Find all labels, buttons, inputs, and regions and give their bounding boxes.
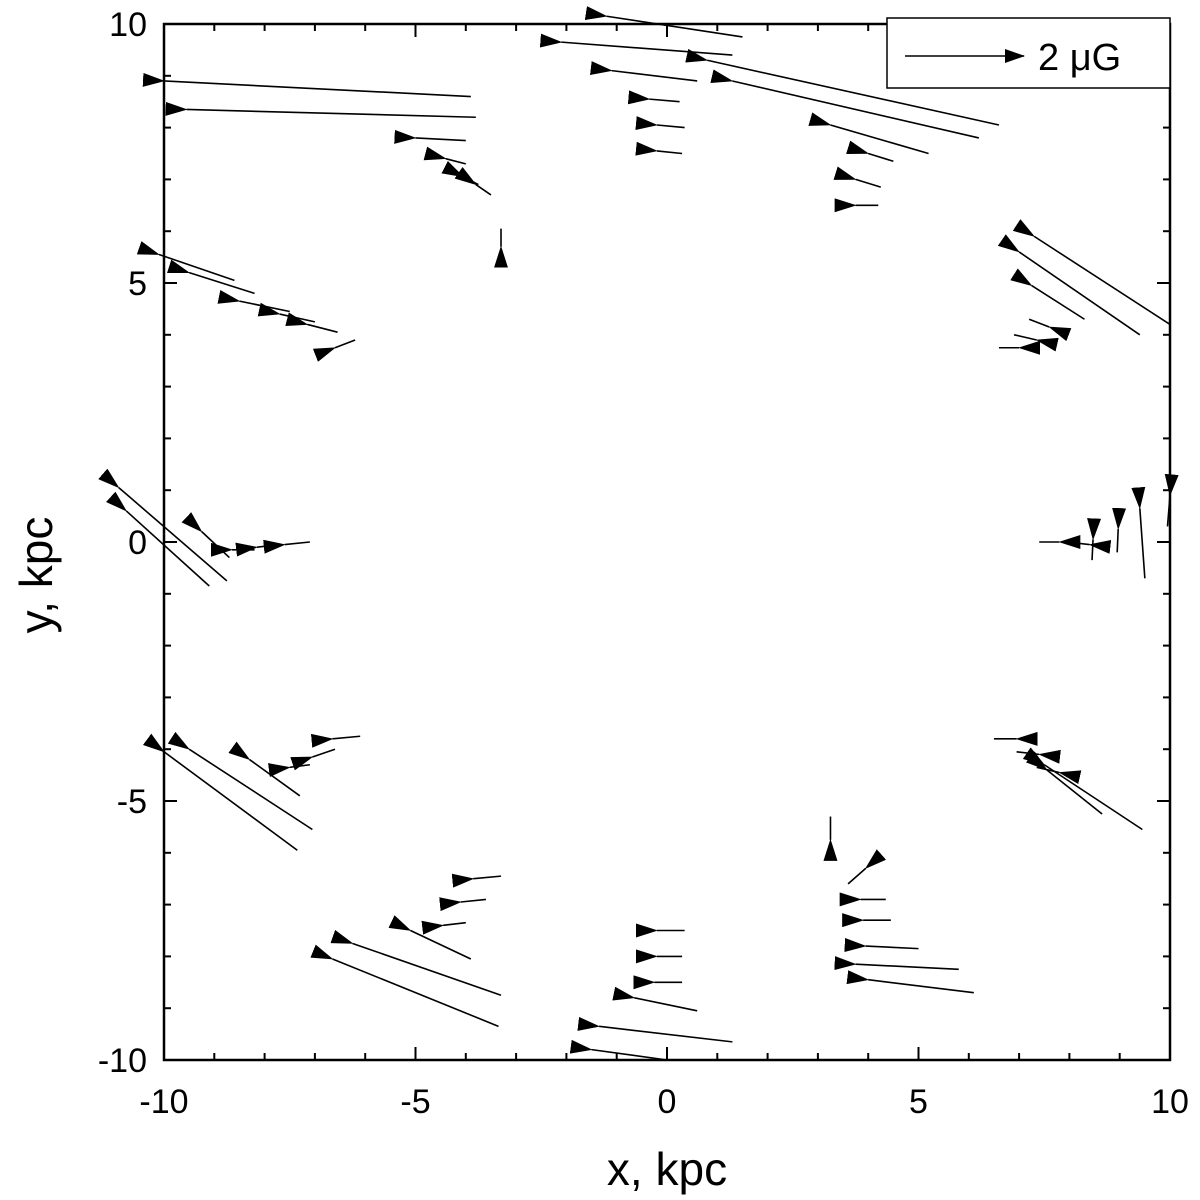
field-vector [844,938,919,953]
y-axis-title: y, kpc [10,517,62,634]
field-vector [181,512,230,559]
field-vector [847,849,887,885]
field-vector [834,956,959,971]
field-vector [627,90,680,105]
field-vector [451,873,502,888]
legend: 2 μG [886,17,1171,89]
field-vector [165,101,476,119]
field-vector [421,920,466,935]
field-vector [257,302,316,323]
y-tick-label: 10 [109,6,147,44]
field-vector [263,539,310,554]
x-axis-title: x, kpc [607,1143,727,1195]
field-vector [454,166,492,196]
y-tick-label: 5 [128,265,147,303]
legend-label: 2 μG [1038,37,1121,79]
legend-box [886,17,1171,89]
field-vector [142,733,298,851]
field-vector [539,33,733,56]
field-vector [106,491,210,587]
field-vector [228,741,301,797]
field-vector [635,141,683,156]
axis-ticks [163,23,1171,1061]
field-vector [685,48,1000,126]
field-vector [394,129,466,144]
field-vector [441,160,479,186]
field-vector [584,6,743,38]
x-tick-label: 5 [909,1083,928,1121]
field-vector [846,970,974,994]
x-tick-label: -10 [139,1083,188,1121]
field-vector [285,312,338,333]
field-vector [635,116,685,131]
field-vector [217,290,290,313]
field-vector [577,1016,733,1043]
y-tick-label: -10 [98,1042,147,1080]
field-vector [290,748,336,771]
field-vector [1025,751,1103,815]
field-vector [710,69,980,139]
field-vector [1066,540,1112,554]
field-vector [98,468,228,582]
field-vector [142,72,471,98]
field-vectors [98,6,1179,1061]
field-vector [1028,318,1072,342]
field-vector [612,986,698,1012]
x-tick-label: 0 [658,1083,677,1121]
field-vector [1022,747,1143,831]
field-vector [1016,749,1061,764]
field-vector [569,1039,668,1061]
x-tick-label: 10 [1151,1083,1189,1121]
field-vector [997,234,1141,336]
field-vector [310,944,499,1028]
field-vector [1131,486,1146,579]
field-vector [1087,518,1102,561]
field-vector [235,542,280,557]
field-vector [589,61,698,82]
field-vector [268,763,310,777]
field-vector [1010,268,1085,320]
y-tick-label: 0 [128,524,147,562]
field-vector [330,929,502,997]
y-tick-label: -5 [117,783,147,821]
field-vector [1012,219,1171,326]
field-vector [388,915,472,960]
field-vector [167,259,255,295]
field-vector [1112,507,1127,553]
tick-labels: -10 -5 0 5 10 -10 -5 0 5 10 [98,6,1189,1121]
field-vector [310,733,361,748]
x-tick-label: -5 [400,1083,430,1121]
field-vector [439,897,487,912]
field-vector [423,146,466,165]
field-vector [1013,334,1059,352]
field-vector [846,140,894,163]
field-vector [312,339,356,362]
field-vector [833,166,882,188]
field-vector [808,112,929,155]
field-vector [136,241,235,282]
field-vector [167,731,313,831]
plot-frame [162,22,1172,1062]
